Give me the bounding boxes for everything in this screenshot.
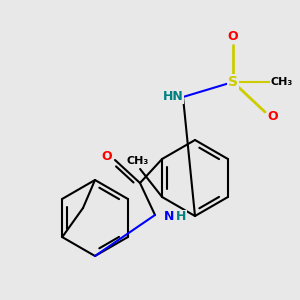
- Text: O: O: [228, 31, 238, 44]
- Text: HN: HN: [163, 91, 183, 103]
- Text: S: S: [228, 75, 238, 89]
- Text: O: O: [102, 149, 112, 163]
- Text: N: N: [164, 211, 174, 224]
- Text: O: O: [268, 110, 278, 122]
- Text: H: H: [176, 211, 186, 224]
- Text: CH₃: CH₃: [271, 77, 293, 87]
- Text: CH₃: CH₃: [127, 156, 149, 166]
